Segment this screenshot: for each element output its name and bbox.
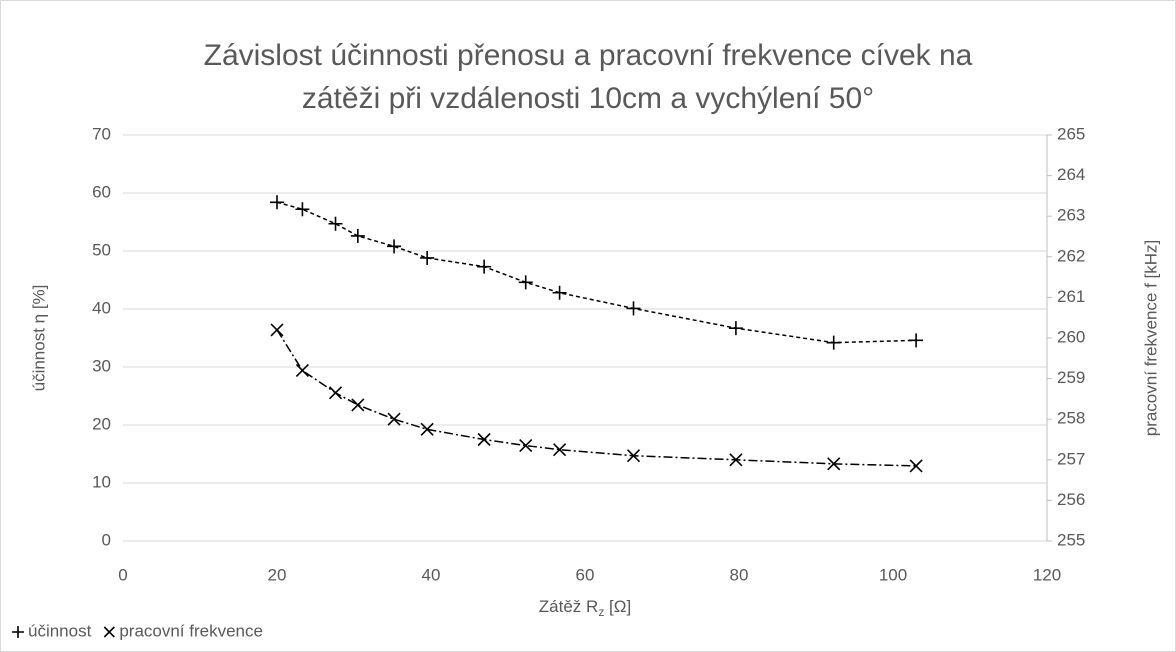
point bbox=[387, 239, 402, 254]
x-tick-label: 0 bbox=[118, 565, 127, 584]
point bbox=[626, 449, 641, 463]
y2-tick-label: 256 bbox=[1057, 490, 1085, 509]
x-axis-title-part: [Ω] bbox=[604, 597, 631, 616]
legend-label: pracovní frekvence bbox=[119, 621, 263, 640]
x-tick-label: 80 bbox=[730, 565, 749, 584]
point bbox=[328, 216, 343, 231]
point bbox=[519, 439, 533, 453]
chart-title: zátěži při vzdálenosti 10cm a vychýlení … bbox=[302, 82, 874, 115]
y-tick-label: 0 bbox=[102, 530, 111, 549]
legend-marker bbox=[12, 626, 24, 638]
point bbox=[270, 195, 284, 210]
point bbox=[350, 228, 365, 243]
x-axis-title-sub: z bbox=[598, 605, 604, 619]
x-tick-label: 40 bbox=[422, 565, 441, 584]
point bbox=[477, 432, 491, 447]
chart-title: Závislost účinnosti přenosu a pracovní f… bbox=[204, 39, 973, 72]
y-tick-label: 10 bbox=[92, 472, 111, 491]
y2-tick-label: 262 bbox=[1057, 246, 1085, 265]
point bbox=[328, 386, 343, 400]
x-tick-label: 120 bbox=[1033, 565, 1061, 584]
x-tick-label: 20 bbox=[268, 565, 287, 584]
point bbox=[626, 301, 641, 316]
legend-label: účinnost bbox=[28, 621, 92, 640]
x-axis-title-part: Zátěž R bbox=[539, 597, 599, 616]
x-tick-label: 100 bbox=[879, 565, 907, 584]
y-tick-label: 60 bbox=[92, 182, 111, 201]
y-tick-label: 30 bbox=[92, 356, 111, 375]
point bbox=[728, 321, 743, 336]
point bbox=[387, 412, 401, 426]
x-axis-title: Zátěž Rz [Ω] bbox=[539, 597, 631, 619]
point bbox=[270, 323, 284, 337]
point bbox=[552, 285, 567, 300]
point bbox=[826, 335, 841, 350]
y-tick-label: 50 bbox=[92, 240, 111, 259]
y2-tick-label: 255 bbox=[1057, 530, 1085, 549]
point bbox=[518, 275, 533, 290]
point bbox=[827, 457, 841, 471]
point bbox=[420, 250, 435, 265]
point bbox=[295, 202, 310, 217]
point bbox=[295, 363, 309, 378]
y2-axis-title: pracovní frekvence f [kHz] bbox=[1141, 240, 1160, 437]
y-tick-label: 70 bbox=[92, 124, 111, 143]
y2-tick-label: 265 bbox=[1057, 124, 1085, 143]
point bbox=[909, 333, 924, 348]
point bbox=[553, 443, 567, 457]
y-tick-label: 20 bbox=[92, 414, 111, 433]
point bbox=[477, 259, 492, 274]
y2-tick-label: 258 bbox=[1057, 409, 1085, 428]
y2-tick-label: 257 bbox=[1057, 449, 1085, 468]
y2-tick-label: 263 bbox=[1057, 206, 1085, 225]
point bbox=[351, 398, 365, 412]
y2-tick-label: 259 bbox=[1057, 368, 1085, 387]
legend-marker bbox=[103, 626, 115, 638]
x-tick-label: 60 bbox=[576, 565, 595, 584]
point bbox=[729, 453, 743, 467]
y2-tick-label: 264 bbox=[1057, 165, 1085, 184]
y-tick-label: 40 bbox=[92, 298, 111, 317]
y-axis-title: účinnost η [%] bbox=[29, 285, 48, 392]
point bbox=[909, 459, 923, 473]
y2-tick-label: 261 bbox=[1057, 287, 1085, 306]
y2-tick-label: 260 bbox=[1057, 327, 1085, 346]
point bbox=[420, 422, 434, 436]
